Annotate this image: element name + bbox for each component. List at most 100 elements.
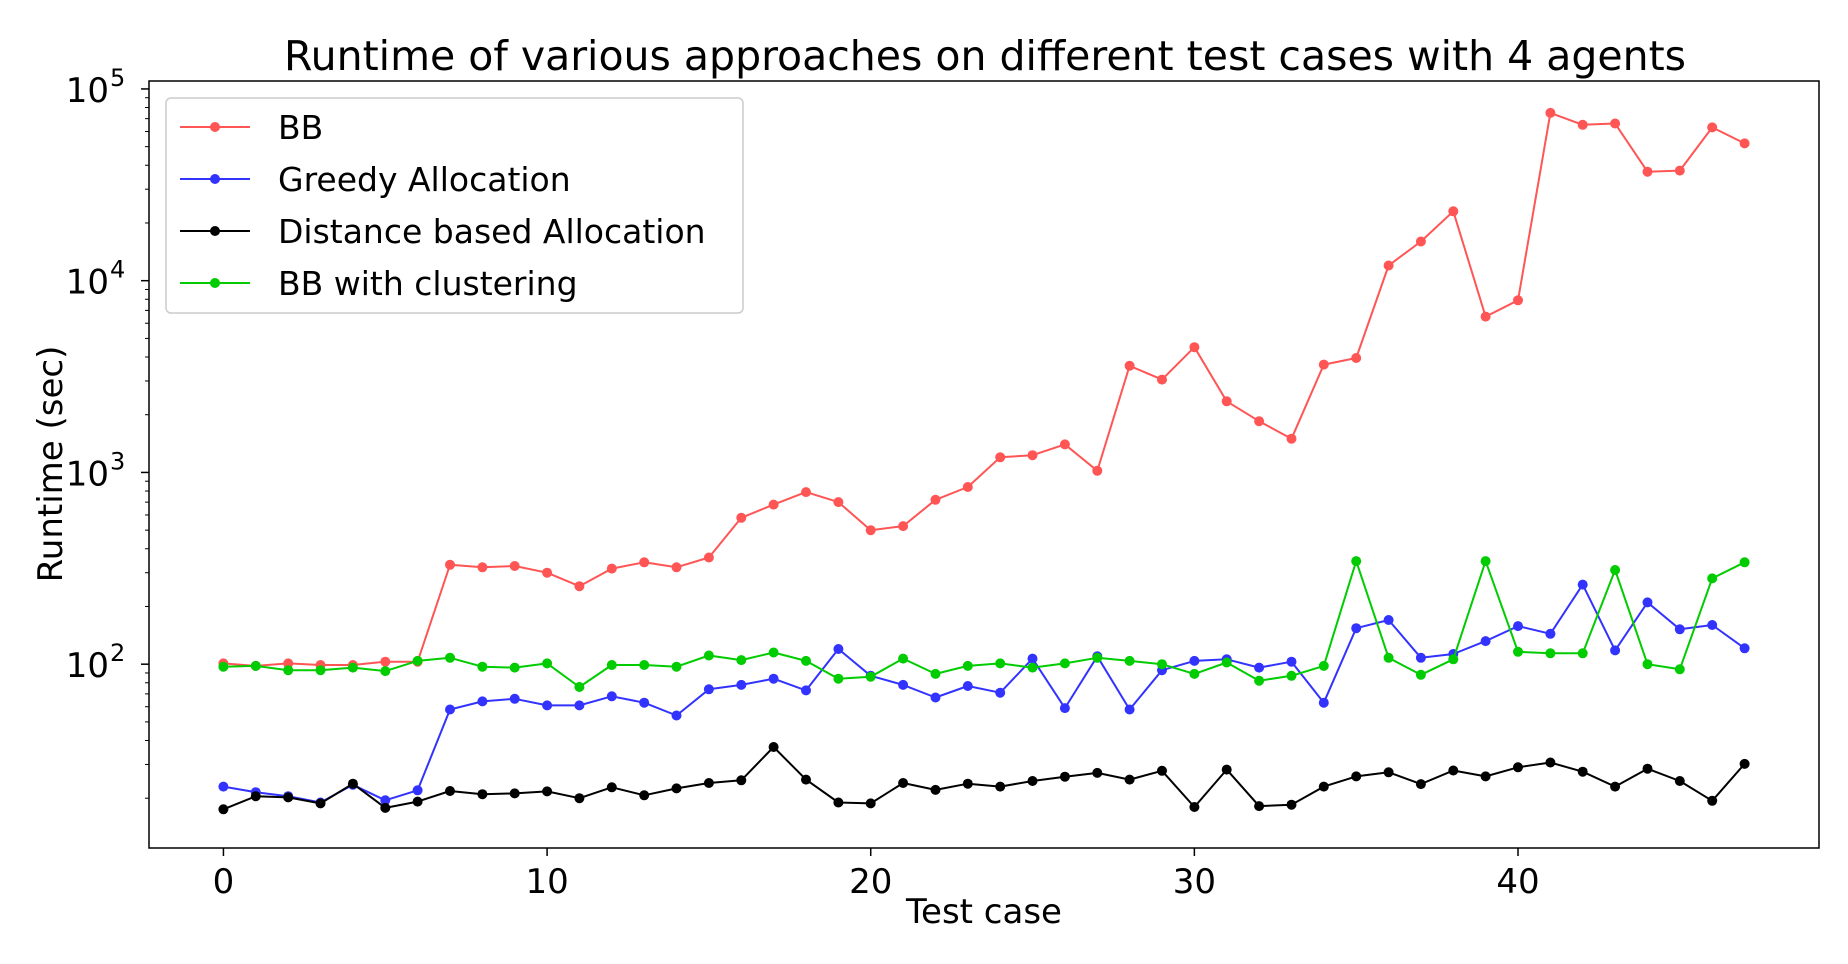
data-point bbox=[1059, 658, 1070, 669]
data-point bbox=[833, 644, 844, 654]
data-point bbox=[865, 671, 876, 682]
data-point bbox=[962, 681, 973, 691]
data-point bbox=[865, 798, 876, 809]
data-point bbox=[898, 521, 909, 532]
data-point bbox=[1124, 360, 1135, 371]
data-point bbox=[574, 793, 585, 804]
data-point bbox=[412, 655, 423, 666]
data-point bbox=[1351, 353, 1362, 363]
data-point bbox=[1577, 766, 1588, 777]
data-point bbox=[1027, 662, 1038, 673]
data-point bbox=[477, 562, 488, 573]
data-point bbox=[1059, 771, 1070, 782]
legend-label: BB with clustering bbox=[278, 264, 578, 303]
data-point bbox=[1383, 767, 1394, 778]
data-point bbox=[930, 668, 941, 679]
data-point bbox=[833, 797, 844, 808]
data-point bbox=[477, 696, 488, 707]
data-point bbox=[509, 788, 520, 799]
data-point bbox=[703, 552, 714, 563]
data-point bbox=[1545, 107, 1556, 118]
data-point bbox=[898, 653, 909, 664]
data-point bbox=[1545, 628, 1556, 639]
data-point bbox=[315, 798, 326, 809]
data-point bbox=[1221, 396, 1232, 407]
data-point bbox=[1189, 342, 1200, 353]
data-point bbox=[639, 697, 650, 708]
data-point bbox=[445, 786, 455, 796]
data-point bbox=[1642, 166, 1653, 177]
data-point bbox=[768, 742, 779, 752]
data-point bbox=[1415, 236, 1426, 247]
data-point bbox=[347, 778, 358, 789]
data-point bbox=[380, 666, 391, 677]
data-point bbox=[1610, 118, 1621, 129]
data-point bbox=[574, 682, 585, 692]
data-point bbox=[639, 557, 650, 568]
data-point bbox=[1383, 615, 1394, 625]
data-point bbox=[509, 693, 520, 704]
data-point bbox=[380, 795, 391, 806]
data-point bbox=[1674, 165, 1685, 176]
data-point bbox=[995, 687, 1006, 698]
data-point bbox=[1027, 450, 1038, 461]
data-point bbox=[250, 791, 261, 802]
data-point bbox=[1383, 652, 1394, 663]
data-point bbox=[218, 804, 229, 815]
data-point bbox=[1480, 771, 1491, 782]
data-point bbox=[606, 563, 617, 574]
data-point bbox=[1189, 668, 1200, 679]
data-point bbox=[1513, 621, 1523, 632]
data-point bbox=[542, 786, 553, 797]
x-tick-label: 30 bbox=[1173, 862, 1216, 902]
data-point bbox=[1577, 579, 1588, 590]
data-point bbox=[542, 567, 553, 578]
y-tick-exponent: 2 bbox=[110, 639, 125, 667]
data-point bbox=[477, 789, 488, 800]
data-point bbox=[1124, 774, 1135, 785]
data-point bbox=[1674, 624, 1685, 635]
data-point bbox=[1318, 781, 1329, 792]
data-point bbox=[1642, 763, 1653, 774]
data-point bbox=[1674, 664, 1685, 675]
data-point bbox=[1480, 556, 1491, 567]
data-point bbox=[1092, 767, 1103, 778]
data-point bbox=[639, 660, 650, 670]
data-point bbox=[1739, 557, 1750, 568]
data-point bbox=[542, 700, 553, 711]
data-point bbox=[1092, 652, 1103, 663]
data-point bbox=[671, 661, 682, 672]
data-point bbox=[1221, 657, 1232, 668]
data-point bbox=[801, 487, 811, 498]
y-tick-label: 10 bbox=[66, 71, 109, 111]
series-line bbox=[223, 560, 1746, 688]
data-point bbox=[1351, 556, 1362, 567]
data-point bbox=[703, 684, 714, 695]
x-axis-label: Test case bbox=[905, 892, 1062, 932]
y-tick-exponent: 4 bbox=[110, 256, 125, 284]
data-point bbox=[995, 781, 1006, 792]
data-point bbox=[995, 452, 1006, 463]
data-point bbox=[1286, 656, 1297, 667]
data-point bbox=[380, 656, 391, 667]
data-point bbox=[671, 562, 682, 573]
legend-item: BB bbox=[180, 108, 323, 147]
data-point bbox=[736, 655, 747, 666]
y-tick-label: 10 bbox=[66, 454, 109, 494]
data-point bbox=[1577, 648, 1588, 659]
data-point bbox=[1318, 660, 1329, 671]
data-point bbox=[962, 660, 973, 671]
data-point bbox=[1448, 765, 1459, 776]
data-point bbox=[509, 561, 520, 571]
data-point bbox=[671, 710, 682, 721]
data-point bbox=[801, 685, 811, 696]
data-point bbox=[930, 692, 941, 703]
data-point bbox=[1286, 670, 1297, 681]
data-point bbox=[1059, 439, 1070, 450]
x-tick-label: 40 bbox=[1496, 862, 1539, 902]
data-point bbox=[1739, 138, 1750, 149]
data-point bbox=[218, 661, 229, 672]
legend-marker bbox=[210, 278, 220, 288]
data-point bbox=[1480, 636, 1491, 647]
